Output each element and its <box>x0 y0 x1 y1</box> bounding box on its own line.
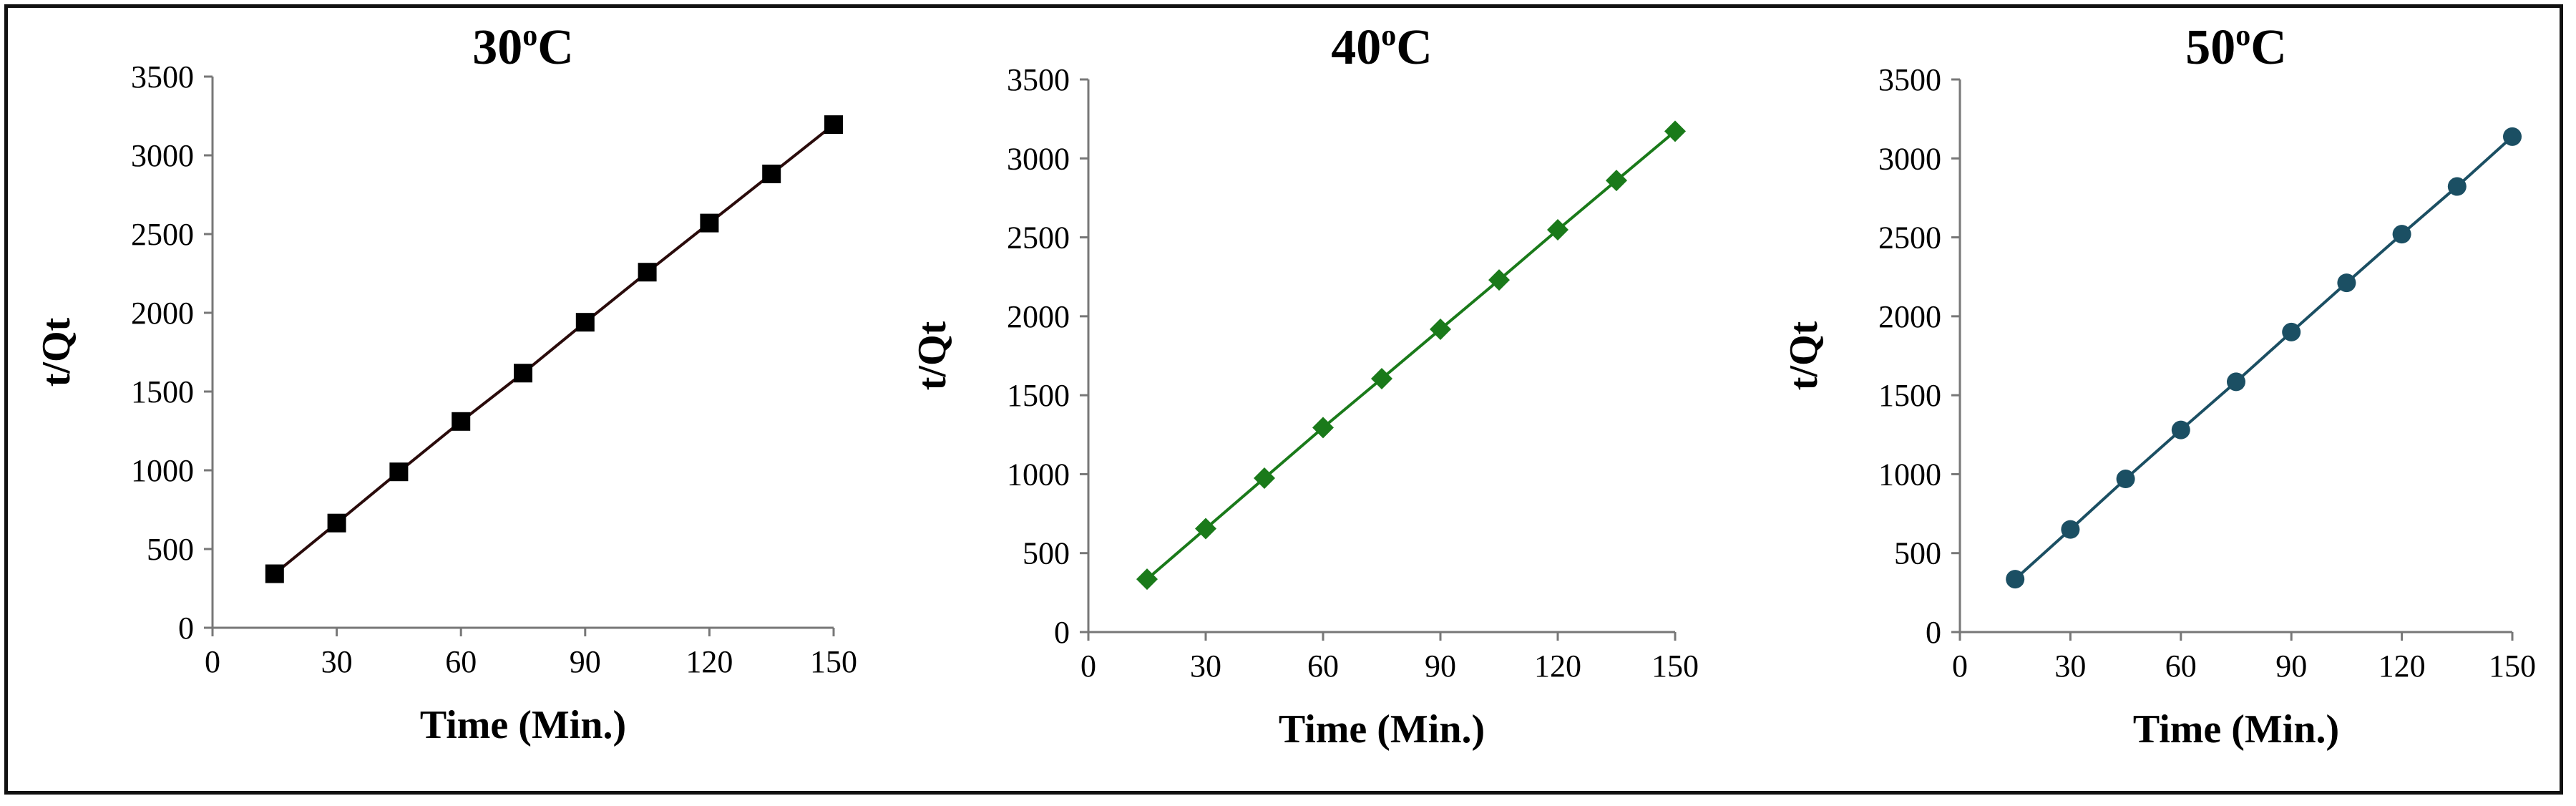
data-point-circle <box>2171 420 2190 440</box>
data-point-circle <box>2337 273 2356 293</box>
data-point-square <box>389 462 409 482</box>
y-tick-label: 500 <box>1894 536 1941 571</box>
chart-title: 40oC <box>1331 19 1433 75</box>
series-line <box>2014 135 2514 581</box>
data-point-square <box>575 313 595 332</box>
y-tick-label: 1000 <box>1007 457 1070 492</box>
data-point-square <box>327 513 346 533</box>
data-point-diamond <box>1664 120 1686 142</box>
chart-title-value: 40 <box>1331 20 1381 75</box>
y-tick-label: 0 <box>1054 615 1070 650</box>
y-tick-label: 2500 <box>1878 220 1941 256</box>
data-point-circle <box>2116 470 2135 489</box>
x-tick-label: 120 <box>686 644 733 679</box>
data-point-square <box>638 263 657 282</box>
chart-title: 50oC <box>2185 19 2287 75</box>
x-axis-title: Time (Min.) <box>420 703 626 747</box>
y-tick-label: 500 <box>147 532 194 567</box>
chart-title-degree: o <box>1381 19 1396 52</box>
data-point-square <box>762 164 781 183</box>
y-tick-label: 3000 <box>131 138 194 173</box>
x-tick-label: 30 <box>1190 649 1221 684</box>
y-tick-label: 0 <box>1926 615 1941 650</box>
y-tick-label: 3500 <box>1007 62 1070 97</box>
y-tick-label: 1000 <box>1878 457 1941 492</box>
y-tick-label: 500 <box>1023 536 1070 571</box>
data-point-diamond <box>1488 269 1510 291</box>
x-tick-label: 150 <box>810 644 857 679</box>
data-point-diamond <box>1254 467 1275 489</box>
x-tick-label: 60 <box>445 644 477 679</box>
chart-title-unit: C <box>537 20 574 75</box>
data-point-circle <box>2392 225 2411 244</box>
data-point-square <box>452 412 471 431</box>
data-point-circle <box>2061 520 2080 539</box>
y-tick-label: 2000 <box>1878 299 1941 334</box>
data-point-diamond <box>1371 367 1392 389</box>
series-line <box>1146 130 1677 581</box>
y-tick-label: 3500 <box>131 59 194 94</box>
chart-title-unit: C <box>2250 20 2287 75</box>
y-axis-title: t/Qt <box>910 321 955 390</box>
chart-title-degree: o <box>522 19 537 52</box>
chart-panel-30c: 0 500 1000 1500 2000 2500 3000 3500 0 30 60 90 120 15… <box>34 19 857 747</box>
x-tick-label: 60 <box>2165 649 2197 684</box>
data-point-diamond <box>1547 218 1568 241</box>
x-axis-title: Time (Min.) <box>2133 707 2339 752</box>
data-point-circle <box>2282 322 2301 341</box>
y-tick-label: 3000 <box>1878 141 1941 176</box>
data-point-circle <box>2447 177 2467 196</box>
y-tick-label: 1500 <box>1007 378 1070 413</box>
x-axis-title: Time (Min.) <box>1279 707 1485 752</box>
data-point-diamond <box>1195 518 1216 540</box>
x-tick-label: 30 <box>321 644 353 679</box>
x-tick-label: 30 <box>2054 649 2086 684</box>
y-axis-title: t/Qt <box>1782 321 1826 390</box>
y-tick-label: 3000 <box>1007 141 1070 176</box>
chart-title-value: 30 <box>472 20 522 75</box>
data-point-diamond <box>1606 170 1627 192</box>
data-point-circle <box>2227 372 2245 392</box>
y-tick-label: 1500 <box>131 374 194 409</box>
series-line <box>273 123 835 576</box>
data-point-circle <box>2503 127 2522 146</box>
y-tick-label: 1500 <box>1878 378 1941 413</box>
x-tick-label: 90 <box>570 644 601 679</box>
y-tick-label: 2500 <box>131 217 194 252</box>
y-tick-label: 2000 <box>131 296 194 331</box>
x-tick-label: 150 <box>2489 649 2536 684</box>
chart-title-value: 50 <box>2185 20 2235 75</box>
y-axis-title: t/Qt <box>34 317 79 387</box>
x-tick-label: 150 <box>1652 649 1699 684</box>
y-tick-label: 3500 <box>1878 62 1941 97</box>
data-point-diamond <box>1136 568 1158 591</box>
x-tick-label: 120 <box>2379 649 2426 684</box>
x-tick-label: 120 <box>1534 649 1581 684</box>
chart-panel-50c: 0 500 1000 1500 2000 2500 3000 3500 0 30 60 90 120 15… <box>1782 19 2536 752</box>
figure-frame: 0 500 1000 1500 2000 2500 3000 3500 0 30 60 90 120 15… <box>4 4 2563 795</box>
data-point-square <box>700 213 719 233</box>
x-tick-label: 90 <box>1425 649 1456 684</box>
chart-panel-40c: 0 500 1000 1500 2000 2500 3000 3500 0 30 60 90 120 15… <box>910 19 1699 752</box>
y-tick-label: 2000 <box>1007 299 1070 334</box>
data-point-square <box>824 115 843 135</box>
x-tick-label: 0 <box>205 644 220 679</box>
data-point-square <box>514 364 532 383</box>
data-point-circle <box>2006 570 2025 589</box>
y-tick-label: 0 <box>178 611 194 646</box>
x-tick-label: 0 <box>1080 649 1096 684</box>
data-point-diamond <box>1312 417 1334 439</box>
data-point-square <box>265 564 284 583</box>
chart-title-degree: o <box>2235 19 2250 52</box>
x-tick-label: 60 <box>1307 649 1339 684</box>
y-tick-label: 1000 <box>131 453 194 488</box>
data-point-diamond <box>1430 318 1451 340</box>
chart-title: 30oC <box>472 19 574 75</box>
x-tick-label: 0 <box>1952 649 1968 684</box>
x-tick-label: 90 <box>2275 649 2307 684</box>
y-tick-label: 2500 <box>1007 220 1070 256</box>
chart-title-unit: C <box>1396 20 1433 75</box>
